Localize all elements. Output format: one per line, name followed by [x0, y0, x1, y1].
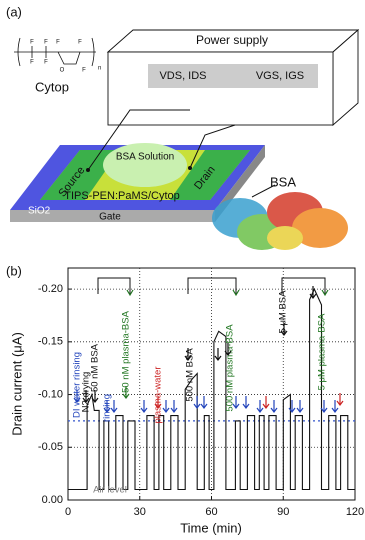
- arrow-head: [331, 407, 339, 413]
- y-tick-label: -0.15: [38, 336, 63, 348]
- bsa-droplet: [103, 143, 187, 187]
- annotation: plasma-water: [153, 366, 164, 423]
- arrow-head: [154, 403, 162, 409]
- atom: F: [44, 40, 48, 46]
- wire: [87, 109, 190, 171]
- x-tick-label: 120: [346, 506, 364, 518]
- arrow-head: [232, 289, 240, 297]
- arrow-head: [336, 400, 344, 406]
- arrow-head: [162, 407, 170, 413]
- annotation: 500 nM plasma-BSA: [225, 324, 236, 412]
- arrow-head: [214, 355, 222, 361]
- bracket: [97, 277, 131, 294]
- drain-electrode: [170, 150, 250, 200]
- atom: n: [98, 66, 101, 72]
- arrow-head: [110, 407, 118, 413]
- panel-label: (a): [6, 4, 22, 19]
- arrow-head: [296, 407, 304, 413]
- arrow-head: [122, 393, 130, 399]
- cytop-structure: [14, 37, 96, 67]
- semiconductor-label: TIPS-PEN:PaMS/Cytop: [64, 190, 180, 202]
- atom: O: [60, 68, 65, 74]
- arrow-head: [224, 350, 232, 356]
- leader: [251, 184, 276, 198]
- atom: F: [56, 40, 60, 46]
- annotation: 50 nM BSA: [90, 343, 101, 392]
- protein-label: BSA: [270, 174, 296, 189]
- x-tick-label: 0: [65, 506, 71, 518]
- x-tick-label: 30: [134, 506, 146, 518]
- y-tick-label: -0.20: [38, 283, 63, 295]
- bonds: [14, 37, 96, 67]
- arrow-head: [140, 407, 148, 413]
- atom: F: [30, 40, 34, 46]
- annotation: Air level: [93, 485, 127, 496]
- annotation: 500 nM BSA: [185, 348, 196, 402]
- x-tick-label: 90: [277, 506, 289, 518]
- data-line: [68, 287, 355, 491]
- panel-b: (b) Drain current (μA) Time (min): [6, 263, 242, 535]
- arrow-head: [288, 407, 296, 413]
- gate-label: Gate: [99, 212, 121, 223]
- arrow-head: [320, 407, 328, 413]
- arrow-head: [321, 289, 329, 297]
- annotation: 5 μM plasma-BSA: [317, 313, 328, 390]
- annotation: 5 μM BSA: [278, 290, 289, 334]
- x-axis-label: Time (min): [180, 520, 242, 535]
- panel-label: (b): [6, 263, 22, 278]
- y-tick-label: -0.05: [38, 441, 63, 453]
- arrow-head: [73, 397, 81, 403]
- dielectric-label: SiO2: [28, 206, 51, 217]
- display: [148, 64, 318, 88]
- arrow-head: [184, 355, 192, 361]
- arrow-head: [170, 407, 178, 413]
- atom: F: [78, 40, 82, 46]
- arrow-head: [193, 403, 201, 409]
- gate-layer: [10, 210, 215, 222]
- vgs-label: VGS, IGS: [256, 70, 304, 82]
- arrow-head: [103, 407, 111, 413]
- arrow-head: [232, 403, 240, 409]
- bracket: [281, 277, 326, 294]
- arrow-head: [262, 403, 270, 409]
- bracket: [187, 277, 237, 294]
- atom: F: [44, 60, 48, 66]
- y-tick-label: -0.10: [38, 388, 63, 400]
- arrow-head: [200, 403, 208, 409]
- plot-frame: [67, 267, 356, 501]
- y-tick-label: 0.00: [42, 494, 63, 506]
- annotation: 50 nM plasma-BSA: [121, 310, 132, 393]
- arrow-head: [256, 407, 264, 413]
- y-axis-label: Drain current (μA): [9, 332, 24, 436]
- atom: F: [82, 68, 86, 74]
- source-electrode: [40, 150, 120, 200]
- arrow-head: [270, 407, 278, 413]
- device: [10, 109, 276, 222]
- x-tick-label: 60: [205, 506, 217, 518]
- power-supply: [106, 29, 360, 126]
- arrow-head: [280, 330, 288, 336]
- contact: [86, 168, 90, 172]
- vds-label: VDS, IDS: [159, 70, 206, 82]
- arrow-head: [82, 397, 90, 403]
- wire: [189, 124, 236, 169]
- box-front: [107, 51, 334, 126]
- annotation: DI water rinsing: [72, 352, 83, 418]
- arrow-head: [126, 289, 134, 297]
- bsa-solution-label: BSA Solution: [116, 152, 174, 163]
- atom: F: [30, 60, 34, 66]
- protein-image: [212, 192, 348, 250]
- polymer-name: Cytop: [35, 79, 69, 94]
- panel-a: (a) F F F F F F O F n Cytop Power supply…: [6, 4, 360, 250]
- contact: [188, 166, 192, 170]
- arrow-head: [309, 293, 317, 299]
- arrow-head: [242, 403, 250, 409]
- power-supply-label: Power supply: [196, 33, 268, 47]
- arrow-head: [91, 397, 99, 403]
